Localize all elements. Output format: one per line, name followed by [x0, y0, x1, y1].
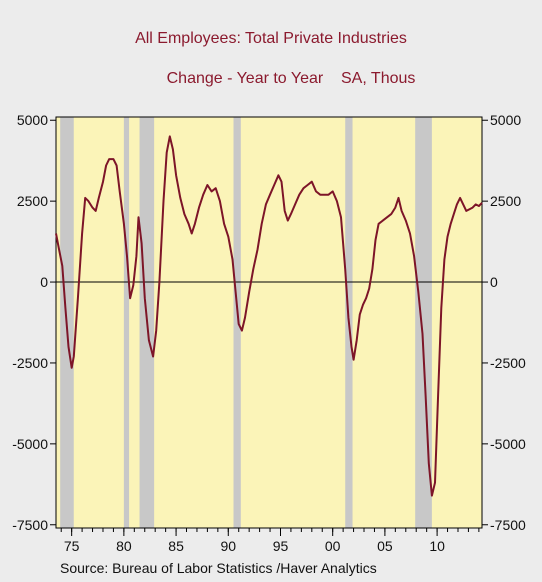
x-tick-label: 05 [377, 538, 393, 554]
x-tick-label: 95 [273, 538, 289, 554]
y-tick-label-right: 2500 [490, 193, 521, 209]
source-note: Source: Bureau of Labor Statistics /Have… [60, 560, 377, 576]
series-line [55, 135, 483, 497]
subtitle-change: Change - Year to Year [166, 70, 324, 87]
y-tick-label-right: -2500 [490, 355, 526, 371]
x-tick-label: 80 [116, 538, 132, 554]
y-tick-label-right: -7500 [490, 517, 526, 533]
recession-band [233, 117, 241, 528]
y-tick-label-left: 2500 [17, 193, 48, 209]
x-tick-label: 75 [64, 538, 80, 554]
x-tick-label: 00 [325, 538, 341, 554]
y-tick-label-right: 5000 [490, 112, 521, 128]
y-tick-label-left: -5000 [12, 436, 48, 452]
plot-frame [55, 116, 483, 529]
y-tick-label-left: -2500 [12, 355, 48, 371]
x-tick-label: 10 [429, 538, 445, 554]
y-tick-label-left: 5000 [17, 112, 48, 128]
subtitle-units: SA, Thous [340, 70, 416, 87]
x-tick-label: 90 [220, 538, 236, 554]
y-tick-label-left: -7500 [12, 517, 48, 533]
chart-title: All Employees: Total Private Industries [135, 30, 407, 47]
y-tick-label-right: -5000 [490, 436, 526, 452]
x-tick-label: 85 [168, 538, 184, 554]
chart-subtitle: Change - Year to Year SA, Thous [20, 70, 542, 88]
recession-band [123, 117, 130, 528]
y-tick-label-right: 0 [490, 274, 498, 290]
y-tick-label-left: 0 [40, 274, 48, 290]
